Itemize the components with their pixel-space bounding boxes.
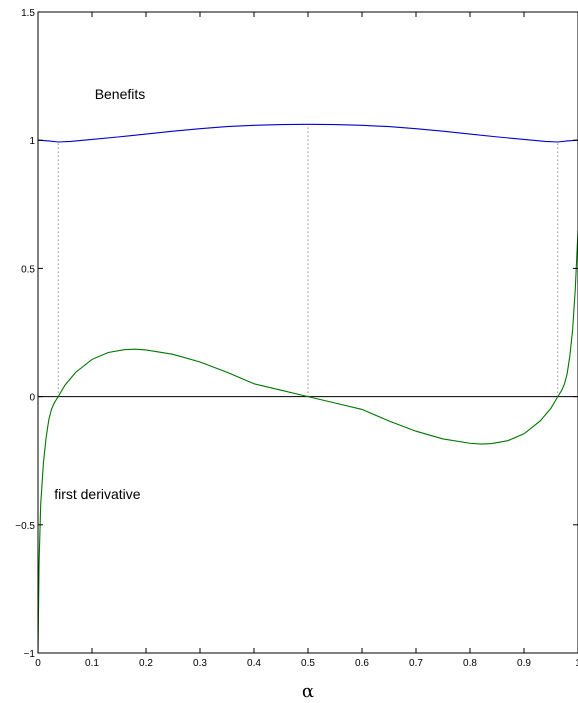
x-tick-label: 0.3: [193, 658, 207, 669]
x-tick-label: 0.7: [409, 658, 423, 669]
annotation-benefits: Benefits: [95, 86, 146, 102]
y-tick-label: 0.5: [21, 264, 35, 275]
y-tick-label: 0: [29, 393, 35, 404]
x-tick-label: 0.4: [247, 658, 261, 669]
x-axis-ticks: 0 0.1 0.2 0.3 0.4 0.5 0.6 0.7 0.8 0.9 1: [35, 12, 578, 669]
x-tick-label: 0.8: [463, 658, 477, 669]
x-tick-label: 0.6: [355, 658, 369, 669]
y-tick-label: −0.5: [15, 521, 35, 532]
y-tick-label: 1: [29, 136, 35, 147]
y-tick-label: −1: [24, 649, 36, 660]
x-tick-label: 0.5: [301, 658, 315, 669]
x-tick-label: 0.2: [139, 658, 153, 669]
x-tick-label: 1: [575, 658, 578, 669]
x-axis-label: α: [302, 681, 314, 702]
x-tick-label: 0.9: [517, 658, 531, 669]
series-line-first-derivative: [37, 229, 578, 654]
y-tick-label: 1.5: [21, 8, 35, 19]
x-tick-label: 0.1: [85, 658, 99, 669]
annotation-first-derivative: first derivative: [54, 486, 141, 502]
x-tick-label: 0: [35, 658, 41, 669]
series-line-benefits: [37, 123, 578, 143]
vertical-guide-lines: [57, 124, 559, 397]
y-axis-ticks: −1 −0.5 0 0.5 1 1.5: [15, 8, 578, 660]
